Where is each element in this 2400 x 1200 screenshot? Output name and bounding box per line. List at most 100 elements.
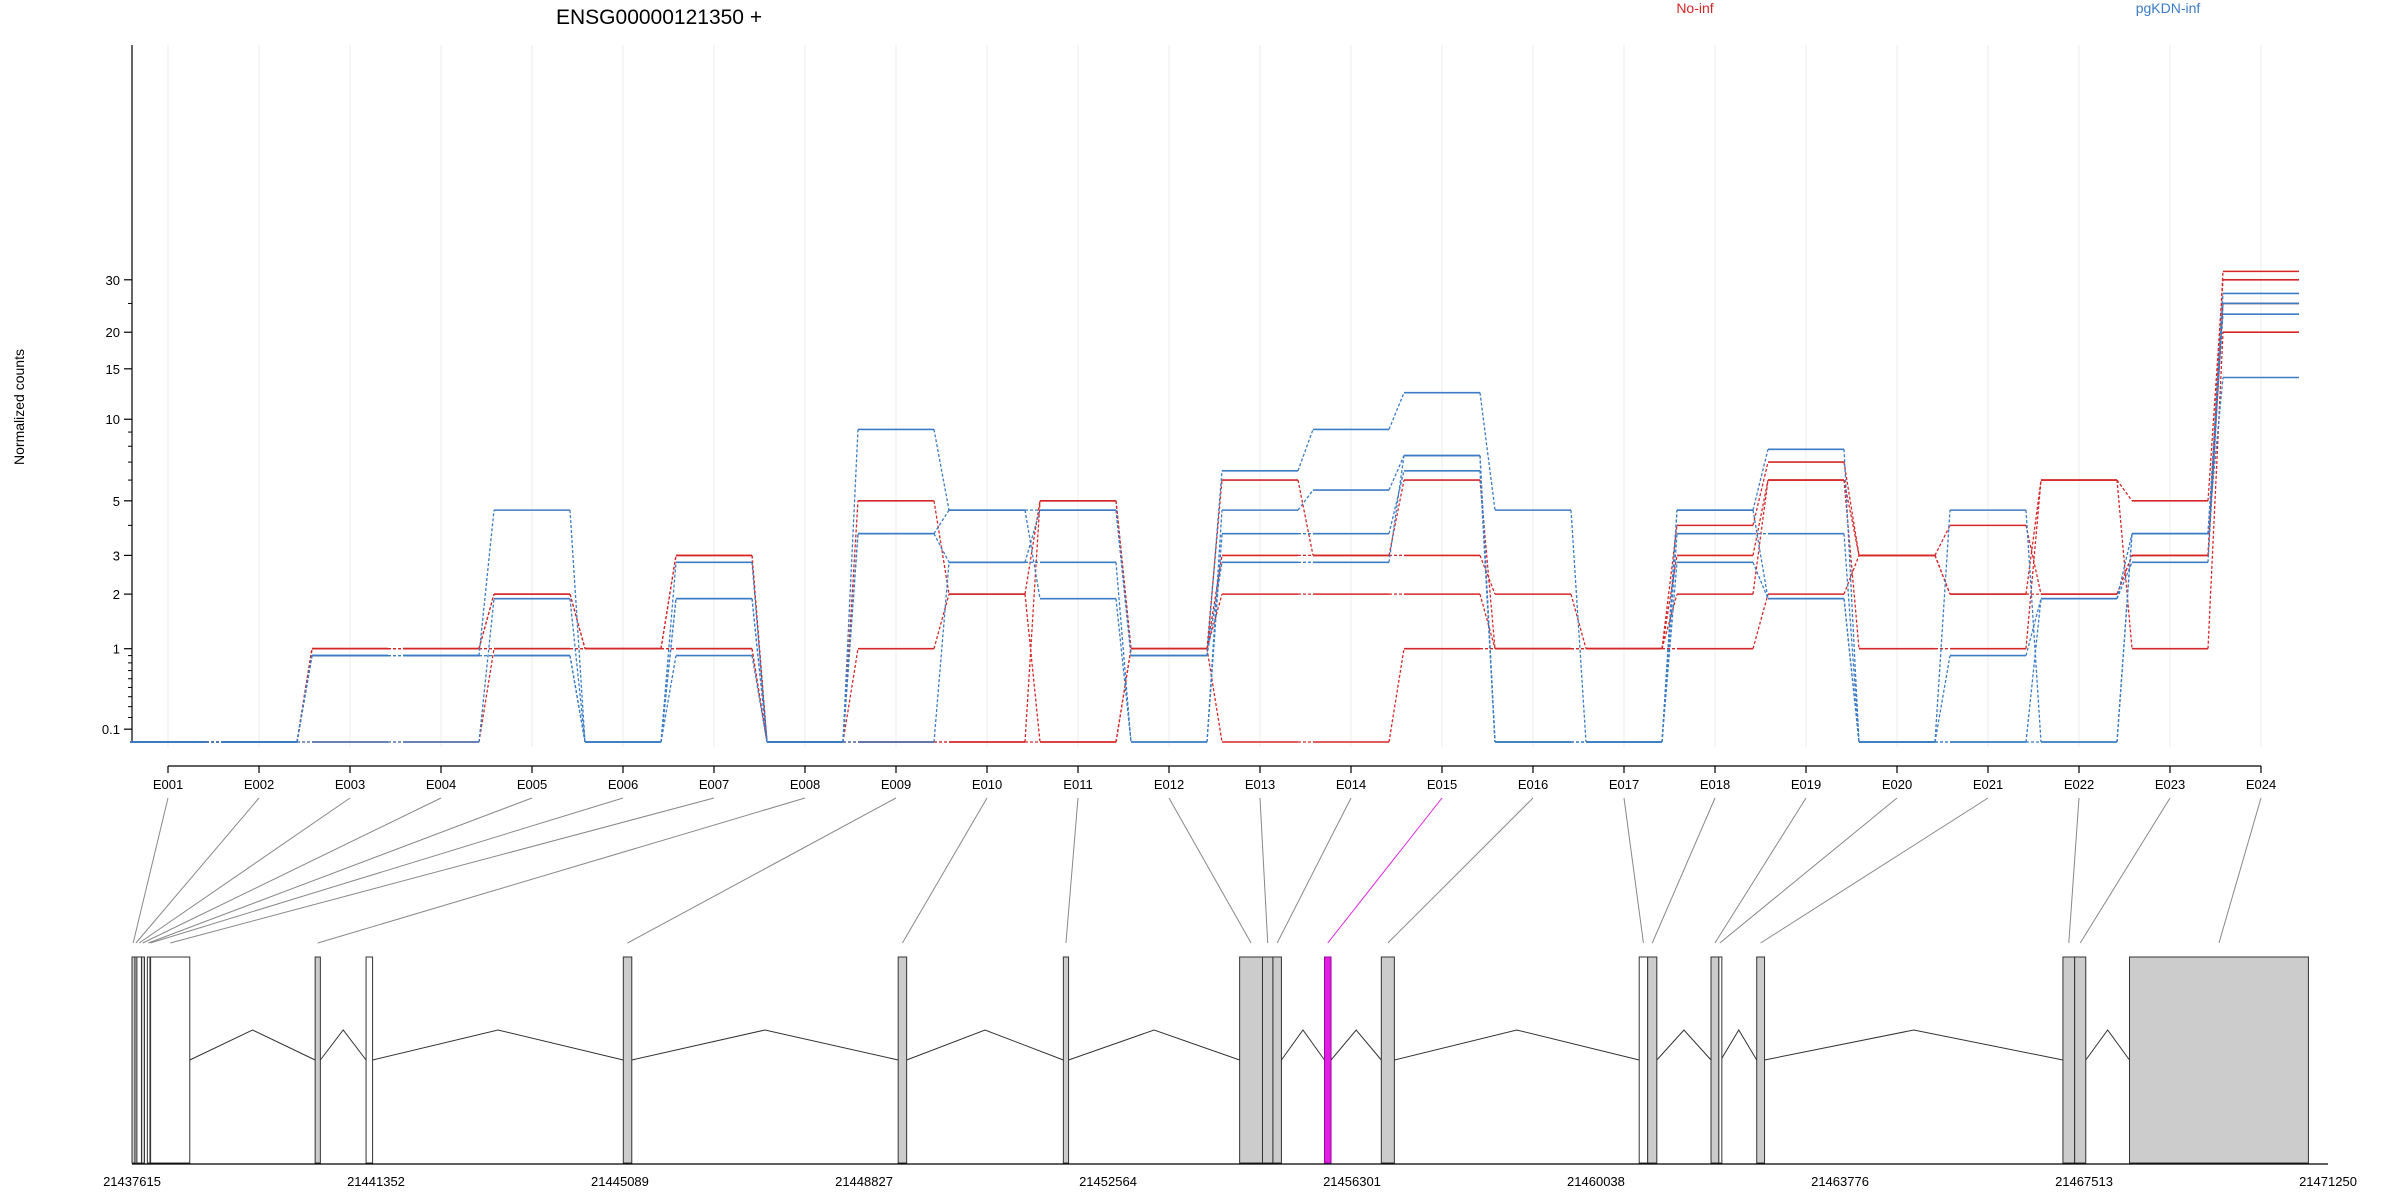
series-connector: [1479, 455, 1496, 743]
x-tick-label: E014: [1336, 777, 1366, 792]
coord-tick-label: 21467513: [2055, 1174, 2113, 1189]
series-connector: [1024, 500, 1041, 595]
series-connector: [2207, 377, 2224, 534]
series-connector: [1479, 480, 1496, 649]
connector: [1651, 797, 1716, 944]
connector: [1259, 797, 1269, 944]
series-connector: [1479, 555, 1496, 595]
series-connector: [842, 533, 859, 743]
y-tick-label: 5: [113, 494, 120, 509]
intron: [189, 1029, 316, 1061]
exon-e012: [1239, 956, 1263, 1164]
series-connector: [1479, 593, 1496, 649]
intron: [372, 1029, 624, 1061]
intron: [631, 1029, 899, 1061]
x-tick-label: E015: [1427, 777, 1457, 792]
exon-e011: [1062, 956, 1070, 1164]
exon-e008: [314, 956, 321, 1164]
series-connector: [1843, 480, 1860, 649]
series-connector: [569, 510, 586, 743]
exon-e019: [1710, 956, 1720, 1164]
connector: [132, 797, 169, 944]
series-connector: [478, 593, 495, 649]
y-tick-label: 15: [106, 362, 120, 377]
series-lines: [130, 270, 2299, 743]
x-tick-label: E005: [517, 777, 547, 792]
series-connector: [2025, 480, 2042, 649]
series-connector: [1206, 593, 1223, 649]
connector: [138, 797, 351, 944]
connector: [142, 797, 442, 944]
series-connector: [1297, 429, 1314, 472]
series-connector: [1661, 510, 1678, 743]
series-connector: [1661, 525, 1678, 649]
series-connector: [1115, 562, 1132, 743]
series-connector: [1388, 470, 1405, 534]
series-connector: [1388, 455, 1405, 563]
exon-e016: [1380, 956, 1395, 1164]
series-connector: [842, 648, 859, 743]
exon-e003: [136, 956, 142, 1164]
series-connector: [1752, 593, 1769, 649]
intron: [1656, 1029, 1712, 1061]
coord-tick-label: 21452564: [1079, 1174, 1137, 1189]
series-connector: [1843, 462, 1860, 556]
legend-pgkdn-inf: pgKDN-inf: [2136, 0, 2201, 16]
y-tick-label: 30: [106, 273, 120, 288]
series-pgkdn-inf: [130, 302, 2299, 743]
exon-e017: [1638, 956, 1649, 1164]
series-connector: [1115, 648, 1132, 743]
series-connector: [2116, 479, 2133, 502]
series-connector: [1115, 500, 1132, 649]
intron: [2085, 1029, 2130, 1061]
exon-e010: [897, 956, 908, 1164]
series-connector: [1752, 449, 1769, 511]
series-connector: [2207, 314, 2224, 534]
x-tick-label: E003: [335, 777, 365, 792]
series-connector: [569, 598, 586, 743]
series-connector: [1206, 562, 1223, 656]
y-axis-label: Normalized counts: [11, 349, 27, 465]
coord-tick-label: 21471250: [2299, 1174, 2357, 1189]
connector: [1327, 797, 1443, 944]
series-connector: [1934, 525, 1951, 556]
x-tick-label: E021: [1973, 777, 2003, 792]
y-tick-label: 2: [113, 587, 120, 602]
series-connector: [1752, 461, 1769, 526]
connector: [1623, 797, 1644, 944]
series-connector: [1024, 500, 1041, 743]
series-connector: [296, 655, 313, 743]
intron: [1281, 1029, 1325, 1061]
y-tick-label: 1: [113, 642, 120, 657]
coord-tick-label: 21456301: [1323, 1174, 1381, 1189]
series-connector: [1934, 655, 1951, 743]
x-tick-label: E016: [1518, 777, 1548, 792]
connector: [1760, 797, 1989, 944]
coord-tick-label: 21445089: [591, 1174, 649, 1189]
legend-no-inf: No-inf: [1676, 0, 1713, 16]
exon-e023: [2074, 956, 2087, 1164]
intron: [319, 1029, 367, 1061]
series-connector: [1388, 648, 1405, 743]
y-tick-label: 3: [113, 548, 120, 563]
gene-model: [131, 956, 2309, 1164]
x-tick-label: E022: [2064, 777, 2094, 792]
series-no-inf: [130, 302, 2299, 743]
series-connector: [660, 598, 677, 743]
y-tick-label: 10: [106, 412, 120, 427]
exon-e020: [1718, 956, 1723, 1164]
series-connector: [1752, 510, 1769, 599]
series-connector: [2207, 279, 2224, 501]
series-connector: [1661, 593, 1678, 649]
series-connector: [2116, 533, 2133, 599]
exon-connectors: [132, 797, 2262, 944]
series-connector: [842, 429, 859, 743]
series-connector: [933, 533, 950, 563]
series-connector: [2025, 598, 2042, 743]
series-no-inf: [130, 270, 2299, 743]
series-connector: [1843, 598, 1860, 743]
connector: [317, 797, 806, 944]
series-connector: [2116, 562, 2133, 599]
series-connector: [1752, 479, 1769, 595]
